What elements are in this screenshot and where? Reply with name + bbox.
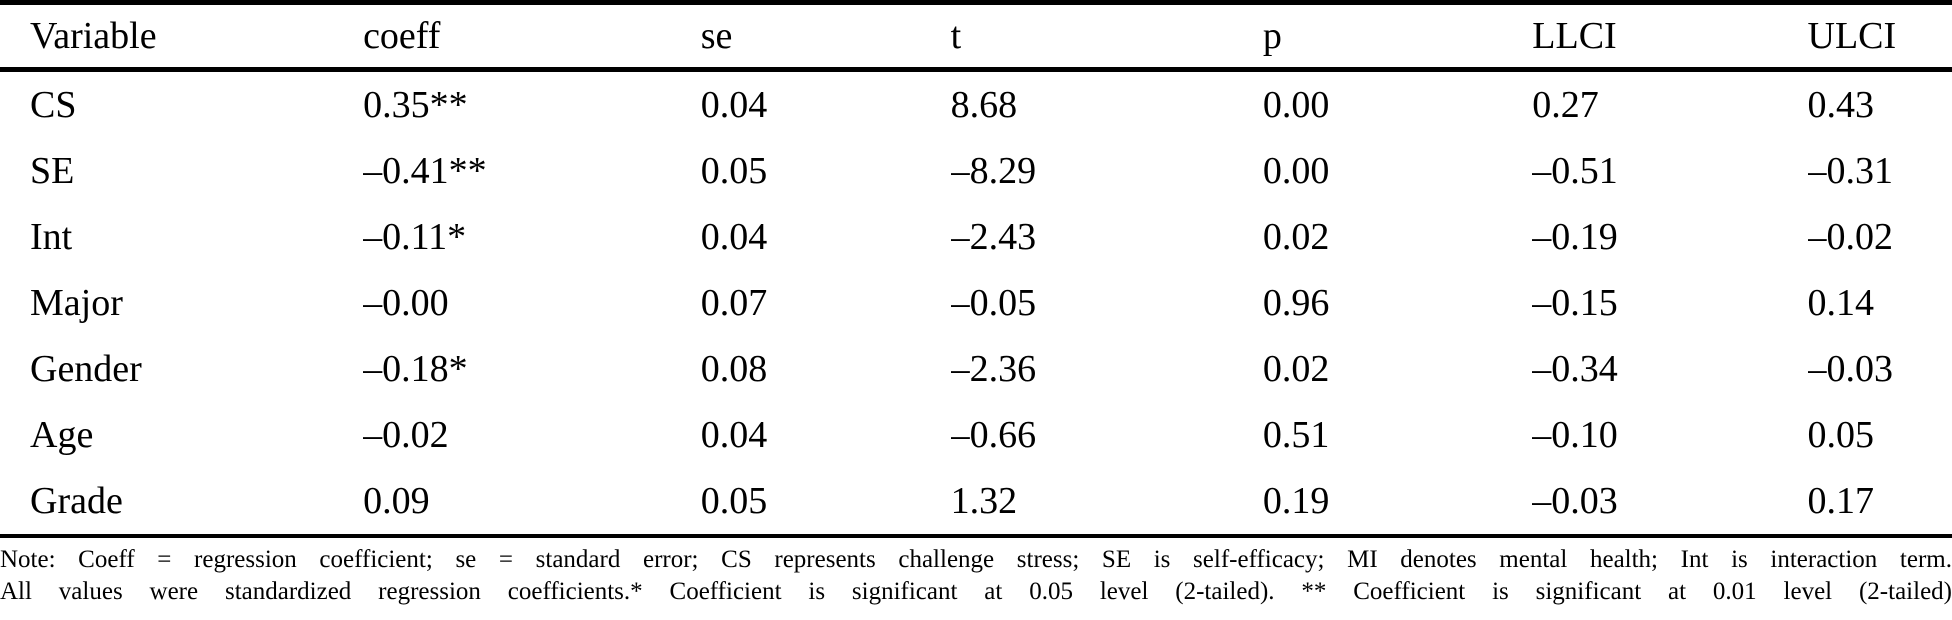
row-value: 0.05 [1807,414,1875,456]
row-value: 0.27 [1532,84,1599,126]
column-header: coeff [363,2,701,72]
row-value: 0.96 [1262,282,1330,324]
table-note: Note: Coeff = regression coefficient; se… [0,544,1952,608]
row-value: –0.19 [1532,216,1618,258]
table-body: CS 0.35** 0.04 8.68 0.00 0.27 0.43 SE –0.41** 0.0… [0,70,1952,538]
row-value: –2.36 [950,348,1037,390]
row-value: 0.05 [700,468,951,538]
note-line-1: Note: Coeff = regression coefficient; se… [0,546,1952,573]
row-value: –0.02 [1807,216,1894,258]
row-value: 0.14 [1807,282,1875,324]
row-value: –0.00 [363,282,449,324]
column-header: p [1262,2,1533,72]
row-value: 0.51 [1262,414,1330,456]
row-value: –2.43 [950,216,1037,258]
row-variable: SE [30,150,75,192]
regression-table: Variable coeff se t p LLCI ULCI CS 0.35** 0.04 8.… [0,0,1952,538]
row-value: 0.17 [1807,468,1952,538]
row-value: –0.34 [1532,348,1618,390]
row-value: –0.11* [363,216,467,258]
row-value: –8.29 [950,150,1037,192]
table-row: Major –0.00 0.07 –0.05 0.96 –0.15 0.14 [0,270,1952,336]
row-value: 0.00 [1262,84,1330,126]
row-value: 0.19 [1262,468,1533,538]
table-row: Age –0.02 0.04 –0.66 0.51 –0.10 0.05 [0,402,1952,468]
table-row: SE –0.41** 0.05 –8.29 0.00 –0.51 –0.31 [0,138,1952,204]
row-value: 0.09 [363,468,701,538]
row-value: –0.03 [1532,468,1808,538]
row-value: –0.10 [1532,414,1618,456]
row-value: –0.31 [1807,150,1894,192]
row-value: 0.08 [700,348,768,390]
row-value: 0.02 [1262,348,1330,390]
row-value: 0.07 [700,282,768,324]
row-value: 0.04 [700,216,768,258]
table-row: Grade 0.09 0.05 1.32 0.19 –0.03 0.17 [0,468,1952,538]
row-value: 0.04 [700,84,768,126]
row-value: –0.05 [950,282,1037,324]
row-value: –0.02 [363,414,449,456]
row-value: –0.15 [1532,282,1618,324]
column-header: ULCI [1807,2,1952,72]
row-variable: Int [30,216,73,258]
table-row: Gender –0.18* 0.08 –2.36 0.02 –0.34 –0.03 [0,336,1952,402]
row-value: –0.03 [1807,348,1894,390]
row-value: –0.51 [1532,150,1618,192]
note-line-2: All values were standardized regression … [0,578,1952,605]
row-variable: Gender [30,348,142,390]
row-value: 0.04 [700,414,768,456]
column-header: LLCI [1532,2,1808,72]
row-value: 1.32 [950,468,1263,538]
row-variable: Grade [0,468,364,538]
row-value: –0.41** [363,150,487,192]
row-variable: CS [30,84,77,126]
header-row: Variable coeff se t p LLCI ULCI [0,2,1952,72]
row-value: 0.05 [700,150,768,192]
row-variable: Age [30,414,94,456]
row-value: –0.18* [363,348,468,390]
row-value: 0.43 [1807,84,1875,126]
row-value: 8.68 [950,84,1018,126]
column-header: t [950,2,1263,72]
column-header: se [700,2,951,72]
column-header: Variable [0,2,364,72]
table-row: CS 0.35** 0.04 8.68 0.00 0.27 0.43 [0,70,1952,139]
row-value: –0.66 [950,414,1037,456]
table-row: Int –0.11* 0.04 –2.43 0.02 –0.19 –0.02 [0,204,1952,270]
row-value: 0.35** [363,84,468,126]
row-value: 0.00 [1262,150,1330,192]
row-value: 0.02 [1262,216,1330,258]
row-variable: Major [30,282,123,324]
